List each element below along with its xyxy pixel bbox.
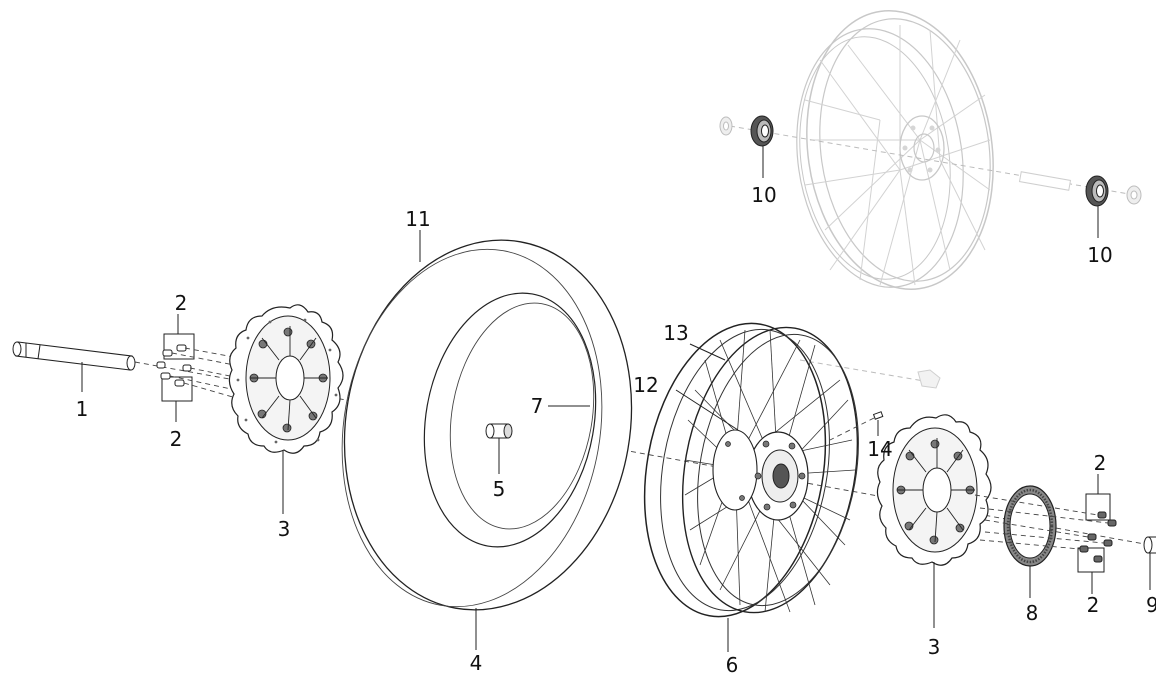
label-bearing-right: 10 bbox=[1087, 243, 1112, 267]
bolts-left bbox=[156, 344, 192, 387]
inset-wheel-assembly bbox=[719, 10, 1142, 290]
label-tire-band: 11 bbox=[405, 207, 430, 231]
axle bbox=[12, 341, 136, 371]
leader-12 bbox=[675, 389, 739, 431]
rim-hub bbox=[712, 429, 809, 521]
inset-seal-right bbox=[1126, 185, 1142, 205]
label-tone-wheel: 8 bbox=[1026, 601, 1039, 625]
label-valve: 14 bbox=[867, 437, 892, 461]
label-bolts-top-right: 2 bbox=[1094, 451, 1107, 475]
spacer-right bbox=[1143, 536, 1156, 554]
label-disc-right: 3 bbox=[928, 635, 941, 659]
bearing-left bbox=[750, 115, 774, 147]
bolt-group-right bbox=[974, 493, 1117, 573]
label-spoke-13: 13 bbox=[663, 321, 688, 345]
inset-axle-spacer bbox=[1018, 171, 1072, 191]
label-disc-left: 3 bbox=[278, 517, 291, 541]
brake-disc-right bbox=[876, 414, 992, 566]
leader-13 bbox=[689, 343, 726, 361]
label-tire: 4 bbox=[470, 651, 483, 675]
label-spacer: 5 bbox=[493, 477, 506, 501]
label-bolts-top-left: 2 bbox=[175, 291, 188, 315]
label-bolts-bottom-left: 2 bbox=[170, 427, 183, 451]
inset-wheel-rim bbox=[796, 10, 994, 290]
label-spacer-right: 9 bbox=[1146, 593, 1156, 617]
tone-wheel bbox=[1003, 485, 1057, 567]
inset-wheel-hub bbox=[899, 115, 945, 181]
label-inner-tube: 7 bbox=[531, 394, 544, 418]
inset-axis-line bbox=[729, 125, 1136, 196]
inset-seal-left bbox=[719, 116, 733, 136]
label-bolts-bottom-right: 2 bbox=[1087, 593, 1100, 617]
faint-clip-part bbox=[917, 369, 941, 389]
label-bearing-left: 10 bbox=[751, 183, 776, 207]
valve bbox=[829, 411, 884, 441]
label-axle: 1 bbox=[76, 397, 89, 421]
bearing-right bbox=[1085, 175, 1109, 207]
spacer bbox=[485, 423, 513, 439]
faint-axis-line bbox=[799, 359, 931, 383]
brake-disc-left bbox=[228, 304, 344, 454]
label-hub-12: 12 bbox=[633, 373, 658, 397]
label-rim: 6 bbox=[726, 653, 739, 676]
spoked-rim bbox=[643, 322, 859, 618]
